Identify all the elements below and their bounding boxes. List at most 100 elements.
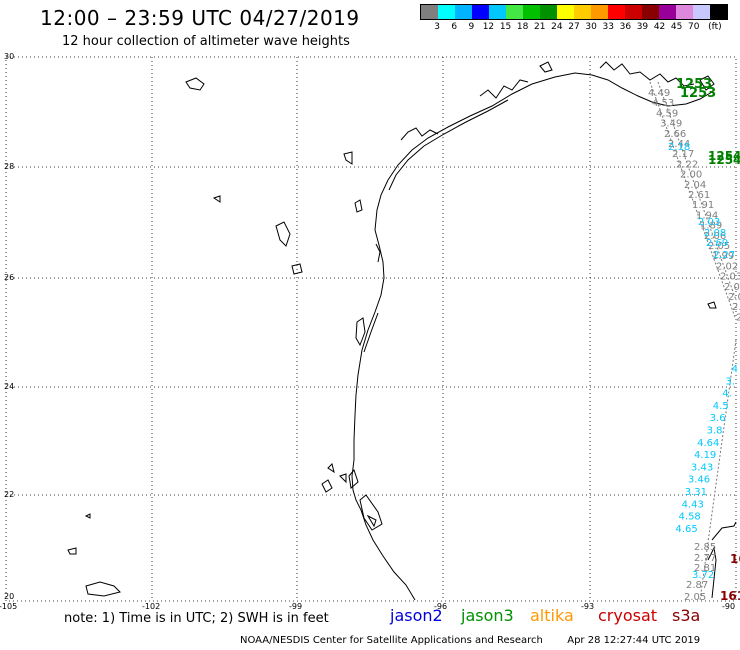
cyan-wave-height-labels-upper: 2.18 2.032.082.692.27: [668, 142, 735, 261]
wave-height-label: 2.04: [684, 180, 706, 191]
lon-tick-label: -90: [722, 602, 736, 611]
colorbar-label: 33: [602, 22, 614, 32]
colorbar-swatch: [693, 5, 710, 19]
lat-lon-grid: [6, 57, 736, 601]
colorbar-swatch: [659, 5, 676, 19]
wave-height-label: 3.43: [691, 462, 713, 473]
wave-height-label: 2.61: [688, 190, 710, 201]
colorbar-swatch: [540, 5, 557, 19]
wave-height-label: 4.58: [679, 512, 701, 523]
colorbar-label: 18: [516, 22, 529, 32]
wave-height-label: 4.19: [694, 450, 716, 461]
wave-height-label: 4: [732, 364, 738, 375]
wave-height-label: 2.85: [694, 542, 716, 553]
wave-height-label: 1.99: [712, 251, 734, 262]
colorbar-swatch: [489, 5, 506, 19]
wave-height-label: 4.5: [713, 401, 729, 412]
colorbar-swatch: [574, 5, 591, 19]
lat-tick-label: 20: [4, 592, 15, 601]
wave-height-label: 2.87: [686, 580, 708, 591]
track-time-label: 1253: [680, 86, 716, 101]
colorbar-label: 27: [568, 22, 580, 32]
wave-height-label: 2.44: [668, 139, 690, 150]
wave-height-label: 2.66: [664, 129, 686, 140]
legend-cryosat: cryosat: [598, 606, 658, 625]
wave-height-label: 3.46: [688, 475, 710, 486]
wave-height-label: 4.65: [675, 524, 697, 535]
colorbar-label: 70: [688, 22, 700, 32]
wave-height-label: 1.94: [696, 210, 718, 221]
lat-tick-label: 26: [4, 273, 15, 282]
islands: [67, 77, 717, 597]
wave-height-label: 4.49: [648, 88, 670, 99]
wave-height-label: 2.16: [732, 302, 740, 313]
colorbar-swatch: [642, 5, 659, 19]
legend-jason2: jason2: [390, 606, 443, 625]
wave-height-label: 2.03: [698, 217, 720, 228]
colorbar-label: 6: [451, 22, 458, 32]
colorbar-swatch: [557, 5, 574, 19]
wave-height-label: 3.8: [707, 426, 723, 437]
colorbar-label: 36: [619, 22, 632, 32]
lon-tick-label: -93: [581, 602, 595, 611]
lon-tick-label: -96: [434, 602, 448, 611]
track-time-label: 16: [730, 552, 740, 566]
wave-height-label: 4.: [722, 389, 732, 400]
colorbar-label: 30: [585, 22, 597, 32]
footer-credit: NOAA/NESDIS Center for Satellite Applica…: [240, 635, 700, 646]
legend-s3a: s3a: [672, 606, 701, 625]
colorbar-swatch: [472, 5, 489, 19]
colorbar-label: 15: [499, 22, 512, 32]
wave-height-label: 2.06: [724, 282, 740, 293]
wave-height-label: 2.08: [704, 228, 726, 239]
page-title: 12:00 – 23:59 UTC 04/27/2019: [40, 6, 360, 30]
track-time-label: 161: [720, 589, 740, 603]
lon-tick-label: -99: [289, 602, 303, 611]
wave-height-label: 3.31: [685, 487, 707, 498]
bottom-wave-height-labels: 2.852.772.813.722.872.05: [684, 542, 716, 603]
colorbar-swatch: [523, 5, 540, 19]
lat-tick-label: 22: [4, 490, 15, 499]
wave-height-label: 4.59: [656, 108, 678, 119]
colorbar-swatch: [455, 5, 472, 19]
wave-height-label: 3.49: [660, 119, 682, 130]
wave-height-label: 3.: [725, 376, 735, 387]
legend-jason3: jason3: [461, 606, 514, 625]
wave-height-label: 2.17: [672, 149, 694, 160]
colorbar-swatch: [625, 5, 642, 19]
wave-height-label: 3.72: [692, 570, 714, 581]
lon-tick-label: -102: [142, 602, 161, 611]
wave-height-label: 2.01: [728, 292, 740, 303]
wave-height-label: 1.91: [692, 200, 714, 211]
wave-height-label: 3.6: [710, 413, 726, 424]
lat-tick-label: 24: [4, 382, 15, 391]
wave-height-label: 4.53: [652, 98, 674, 109]
track-time-label: 1254: [708, 153, 740, 167]
lat-tick-label: 28: [4, 162, 15, 171]
wave-height-label: 4.43: [682, 499, 704, 510]
wave-height-label: 2.03: [720, 272, 740, 283]
credit-text: NOAA/NESDIS Center for Satellite Applica…: [240, 635, 543, 646]
lon-tick-label: -105: [0, 602, 18, 611]
wave-height-label: 2.05: [708, 241, 730, 252]
colorbar-label: 42: [653, 22, 666, 32]
wave-height-label: 2.22: [676, 159, 698, 170]
wave-height-label: 2.01: [736, 312, 740, 323]
colorbar-label: 3: [434, 22, 440, 32]
colorbar-label: (ft): [708, 22, 722, 32]
track-time-label: 1253: [676, 77, 712, 92]
colorbar-swatch: [438, 5, 455, 19]
lat-tick-label: 30: [4, 52, 15, 61]
legend-altika: altika: [530, 606, 574, 625]
colorbar-label: 12: [482, 22, 495, 32]
wave-height-label: 2.05: [684, 592, 706, 603]
colorbar-label: 39: [636, 22, 649, 32]
map-frame: [5, 56, 737, 602]
wave-height-label: 2.81: [694, 563, 716, 574]
footer-note: note: 1) Time is in UTC; 2) SWH is in fe…: [64, 611, 329, 626]
cyan-wave-height-labels-lower: 43. 4.4.53.6 3.84.644.193.43 3.463.314.43 4.…: [675, 364, 738, 535]
colorbar-swatch: [608, 5, 625, 19]
colorbar-swatch: [591, 5, 608, 19]
wave-height-label: 2.00: [680, 170, 702, 181]
